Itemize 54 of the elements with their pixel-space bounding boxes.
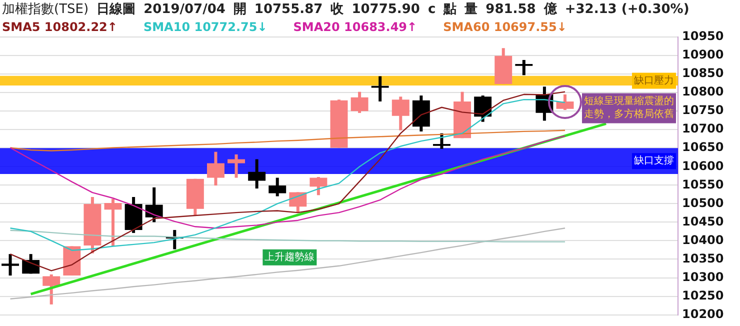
candlestick [556, 94, 574, 110]
text: +32.13 (+0.30%) [564, 2, 690, 16]
y-tick-label: 10450 [682, 214, 724, 228]
candlestick [228, 154, 246, 178]
y-tick-label: 10600 [682, 158, 724, 173]
y-tick-label: 10400 [682, 232, 724, 247]
y-tick-label: 10700 [682, 122, 724, 136]
candlestick [515, 60, 533, 76]
y-tick-label: 10500 [682, 196, 724, 210]
y-tick-label: 10950 [682, 29, 724, 44]
candlestick [310, 177, 328, 196]
candlestick [268, 178, 286, 196]
text: 10755.87 [254, 2, 323, 16]
text: 981.58 [486, 2, 536, 16]
text: 收 [330, 1, 344, 18]
text: 億 [544, 0, 557, 18]
y-tick-label: 10650 [682, 140, 724, 154]
text: 開 [233, 1, 246, 18]
text: SMA60 10697.55↓ [443, 20, 567, 34]
candlestick [42, 274, 60, 304]
candlestick [145, 187, 163, 222]
text: SMA10 10772.75↓ [143, 20, 268, 34]
y-tick-label: 10800 [682, 84, 724, 99]
text: c [428, 2, 436, 16]
text: 10775.90 [352, 2, 420, 16]
text: 2019/07/04 [144, 2, 226, 16]
text: 量 [464, 1, 478, 18]
y-tick-label: 10300 [682, 270, 724, 284]
candlestick [474, 96, 492, 122]
candlestick [2, 254, 20, 276]
text: 上升趨勢線 [264, 250, 315, 263]
text: 日線圖 [96, 1, 136, 18]
text: SMA5 10802.22↑ [2, 20, 118, 34]
y-tick-label: 10550 [682, 177, 724, 192]
text: 點 [444, 1, 457, 18]
annotation: 短線呈現量縮震盪的走勢，多方格局依舊 [584, 94, 674, 120]
text: SMA20 10683.49↑ [293, 20, 418, 34]
candlestick [22, 254, 40, 274]
y-tick-label: 10750 [682, 103, 724, 118]
band-label: 缺口支撐 [634, 154, 674, 167]
chart-title: 加權指數(TSE) [2, 1, 89, 18]
candlestick [350, 92, 368, 113]
y-tick-label: 10250 [682, 288, 724, 302]
candlestick [104, 198, 122, 246]
candlestick [392, 96, 410, 130]
y-tick-label: 10350 [682, 251, 724, 266]
y-tick-label: 10900 [682, 48, 724, 62]
y-tick-label: 10850 [682, 66, 724, 80]
candlestick [432, 133, 450, 149]
candlestick [206, 152, 224, 186]
candlestick [248, 159, 266, 188]
band-label: 缺口壓力 [634, 74, 674, 86]
y-tick-label: 10200 [682, 306, 724, 321]
candlestick [289, 192, 307, 213]
